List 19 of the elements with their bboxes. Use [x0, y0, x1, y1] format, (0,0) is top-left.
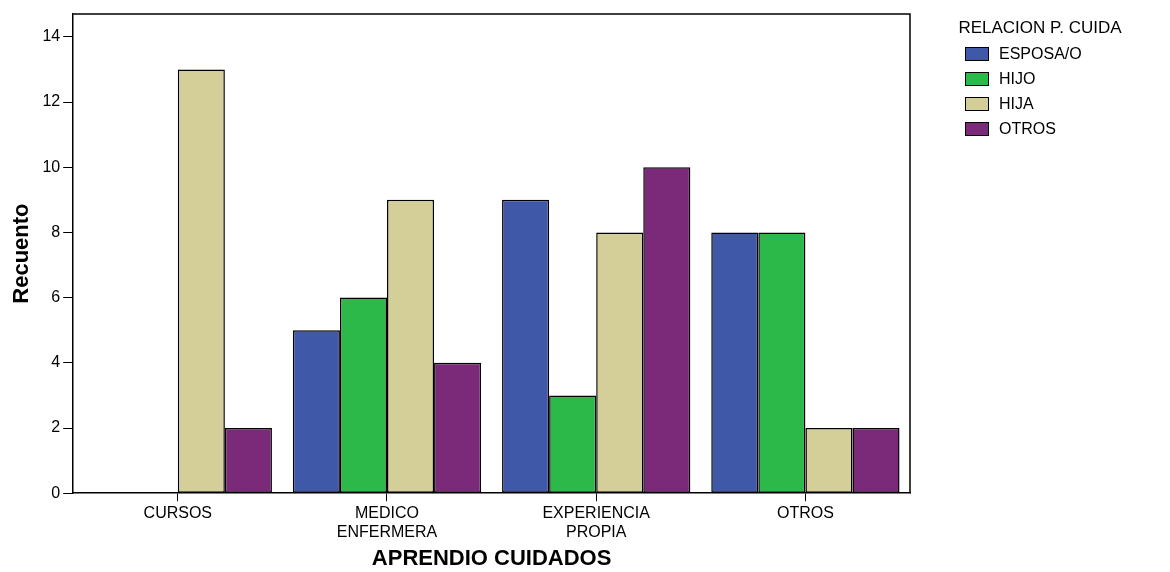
- legend-label: OTROS: [999, 119, 1056, 138]
- y-tick-label: 12: [42, 92, 61, 110]
- x-tick-label: EXPERIENCIA PROPIA: [542, 504, 651, 541]
- y-tick-label: 0: [51, 483, 61, 501]
- x-tick-label: CURSOS: [143, 504, 213, 522]
- legend-label: ESPOSA/O: [999, 44, 1082, 63]
- legend-label: HIJA: [999, 94, 1034, 113]
- y-tick-label: 2: [51, 418, 61, 436]
- y-tick-label: 10: [42, 157, 61, 175]
- y-tick-label: 4: [51, 353, 61, 371]
- y-axis-title: Recuento: [8, 203, 34, 304]
- legend-label: HIJO: [999, 69, 1036, 88]
- x-tick-label: MEDICO ENFERMERA: [336, 504, 438, 541]
- x-axis-title: APRENDIO CUIDADOS: [371, 544, 612, 570]
- y-tick-label: 6: [51, 288, 61, 306]
- y-tick-label: 14: [42, 27, 61, 45]
- x-tick-label: OTROS: [776, 504, 834, 522]
- legend-title: RELACION P. CUIDA: [957, 18, 1123, 37]
- y-tick-label: 8: [51, 222, 61, 240]
